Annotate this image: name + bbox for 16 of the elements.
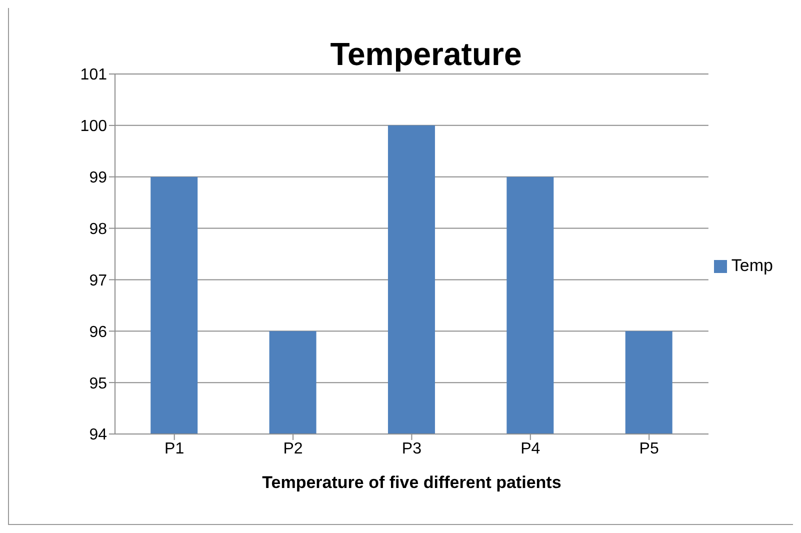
y-tick-label: 96 bbox=[89, 324, 108, 341]
y-tick-label: 99 bbox=[89, 170, 108, 187]
y-tick-label: 95 bbox=[89, 375, 108, 392]
x-axis-title: Temperature of five different patients bbox=[262, 473, 562, 492]
x-tick-label: P5 bbox=[639, 440, 659, 458]
x-tick-label: P3 bbox=[402, 440, 422, 458]
x-tick-label: P2 bbox=[283, 440, 303, 458]
legend-label: Temp bbox=[731, 256, 773, 275]
x-tick-label: P1 bbox=[164, 440, 184, 458]
y-tick-label: 100 bbox=[80, 118, 108, 136]
y-tick-label: 97 bbox=[89, 272, 108, 290]
y-tick-label: 94 bbox=[89, 426, 108, 444]
chart-title: Temperature bbox=[329, 36, 523, 73]
y-tick-label: 101 bbox=[80, 66, 108, 84]
y-tick-label: 98 bbox=[89, 220, 108, 238]
x-tick-label: P4 bbox=[520, 440, 540, 458]
